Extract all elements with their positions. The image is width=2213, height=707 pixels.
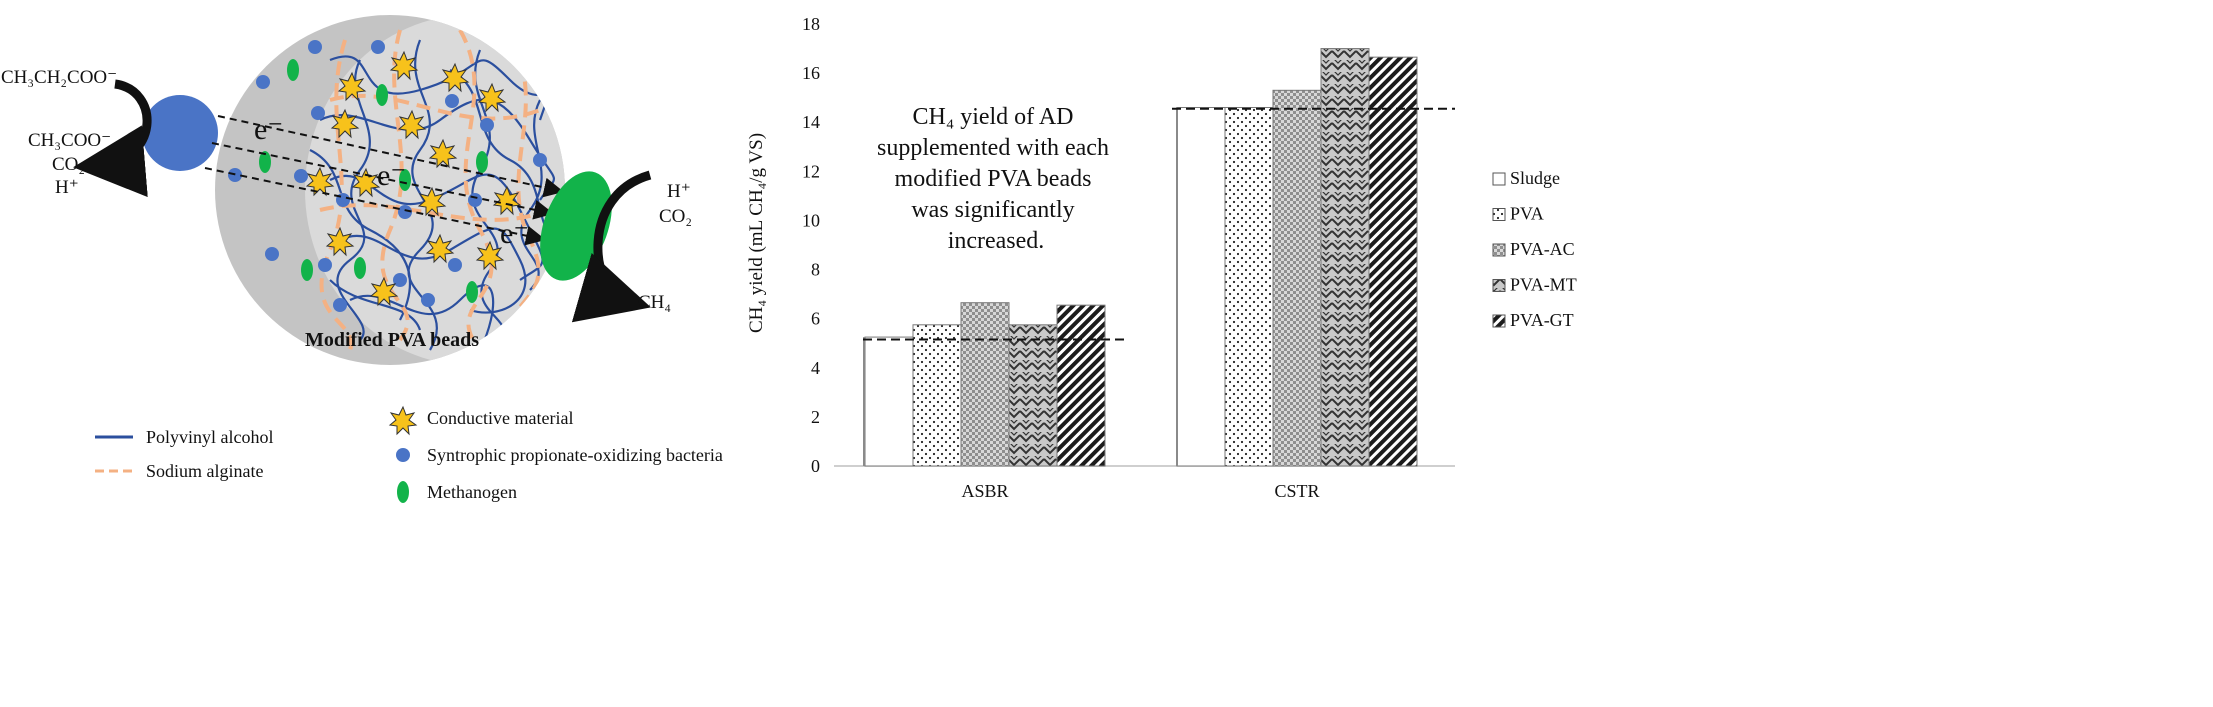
h-right-label: H⁺ [667, 181, 691, 202]
legend-swatch-pva-mt [1492, 279, 1506, 292]
bars [863, 48, 1418, 467]
annotation-line-5: increased. [948, 228, 1045, 254]
electron-transfer-arrows [204, 115, 564, 246]
bar-pva-ac-cstr [1272, 89, 1322, 467]
legend-methanogen-ellipse-icon [397, 481, 409, 503]
chart-legend: Sludge PVA PVA-AC PVA-MT PVA-GT [1492, 168, 1577, 330]
legend-bacteria-label: Syntrophic propionate-oxidizing bacteria [427, 445, 723, 465]
annotation-line-1: CH₄ yield of AD [912, 104, 1073, 130]
syntrophic-bacterium-cell [142, 95, 218, 171]
annotation-line-2: supplemented with each [877, 135, 1109, 161]
y-tick-label: 2 [811, 407, 820, 427]
legend-swatch-pva-gt [1492, 314, 1506, 328]
y-tick-label: 8 [811, 260, 820, 280]
legend-alginate-label: Sodium alginate [146, 461, 263, 481]
category-label: ASBR [961, 481, 1008, 501]
legend-label-pva-ac: PVA-AC [1510, 239, 1575, 259]
bar-sludge-cstr [1176, 106, 1226, 467]
y-tick-label: 12 [802, 161, 820, 181]
methanogenesis-arrow [571, 170, 652, 323]
reference-lines [863, 107, 1455, 341]
legend-bacteria-dot-icon [396, 448, 410, 462]
bar-pva-ac-asbr [960, 302, 1010, 467]
annotation-line-3: modified PVA beads [895, 166, 1092, 192]
bar-pva-asbr [912, 324, 962, 467]
legend-conductive-star-icon [388, 405, 418, 436]
legend-methanogen-label: Methanogen [427, 482, 517, 502]
legend-conductive-label: Conductive material [427, 408, 573, 428]
diagram-title: Modified PVA beads [305, 329, 479, 351]
legend-swatch-sludge [1492, 172, 1506, 186]
y-axis-ticks: 0 2 4 6 8 10 12 14 16 18 [802, 14, 820, 476]
category-labels: ASBR CSTR [961, 481, 1319, 501]
y-tick-label: 10 [802, 210, 820, 230]
co2-right-label: CO₂ [659, 206, 692, 227]
legend-label-pva-gt: PVA-GT [1510, 310, 1574, 330]
y-tick-label: 18 [802, 14, 820, 34]
bar-chart: CH₄ yield (mL CH₄/g VS) 024681012141618 … [746, 14, 1577, 501]
bar-pva-gt-cstr [1368, 56, 1418, 467]
methanogens [259, 59, 488, 303]
y-tick-label: 14 [802, 112, 820, 132]
y-tick-label: 6 [811, 309, 820, 329]
h-left-label: H⁺ [55, 177, 79, 198]
category-label: CSTR [1274, 481, 1319, 501]
legend-pva-label: Polyvinyl alcohol [146, 427, 274, 447]
legend-label-sludge: Sludge [1510, 168, 1560, 188]
bar-pva-mt-cstr [1320, 48, 1370, 467]
y-tick-label: 4 [811, 358, 820, 378]
y-tick-label: 16 [802, 63, 820, 83]
electron-label-3: e⁻ [500, 217, 529, 250]
legend-label-pva: PVA [1510, 204, 1544, 224]
legend-swatch-pva [1492, 208, 1506, 221]
bead-diagram: CH₃CH₂COO⁻ CH₃COO⁻ CO₂ H⁺ e⁻ e⁻ e⁻ H⁺ CO… [1, 15, 723, 503]
y-tick-label: 0 [811, 456, 820, 476]
electron-label-1: e⁻ [254, 113, 283, 146]
electron-label-2: e⁻ [377, 159, 406, 192]
chart-annotation: CH₄ yield of AD supplemented with each m… [877, 104, 1115, 254]
y-axis-label: CH₄ yield (mL CH₄/g VS) [746, 133, 767, 333]
bar-pva-cstr [1224, 106, 1274, 467]
propionate-label: CH₃CH₂COO⁻ [1, 67, 117, 88]
co2-left-label: CO₂ [52, 154, 85, 175]
annotation-line-4: was significantly [911, 197, 1074, 223]
legend-swatch-pva-ac [1492, 243, 1506, 257]
ch4-label: CH₄ [638, 292, 671, 313]
legend-label-pva-mt: PVA-MT [1510, 275, 1577, 295]
acetate-label: CH₃COO⁻ [28, 130, 111, 151]
bar-pva-mt-asbr [1008, 324, 1058, 467]
syntrophic-bacteria [228, 40, 547, 312]
bar-pva-gt-asbr [1056, 304, 1106, 467]
propionate-conversion-arrow [73, 79, 152, 198]
conductive-material [305, 50, 522, 307]
bar-sludge-asbr [864, 336, 914, 467]
diagram-legend: Polyvinyl alcohol Sodium alginate Conduc… [95, 405, 723, 503]
